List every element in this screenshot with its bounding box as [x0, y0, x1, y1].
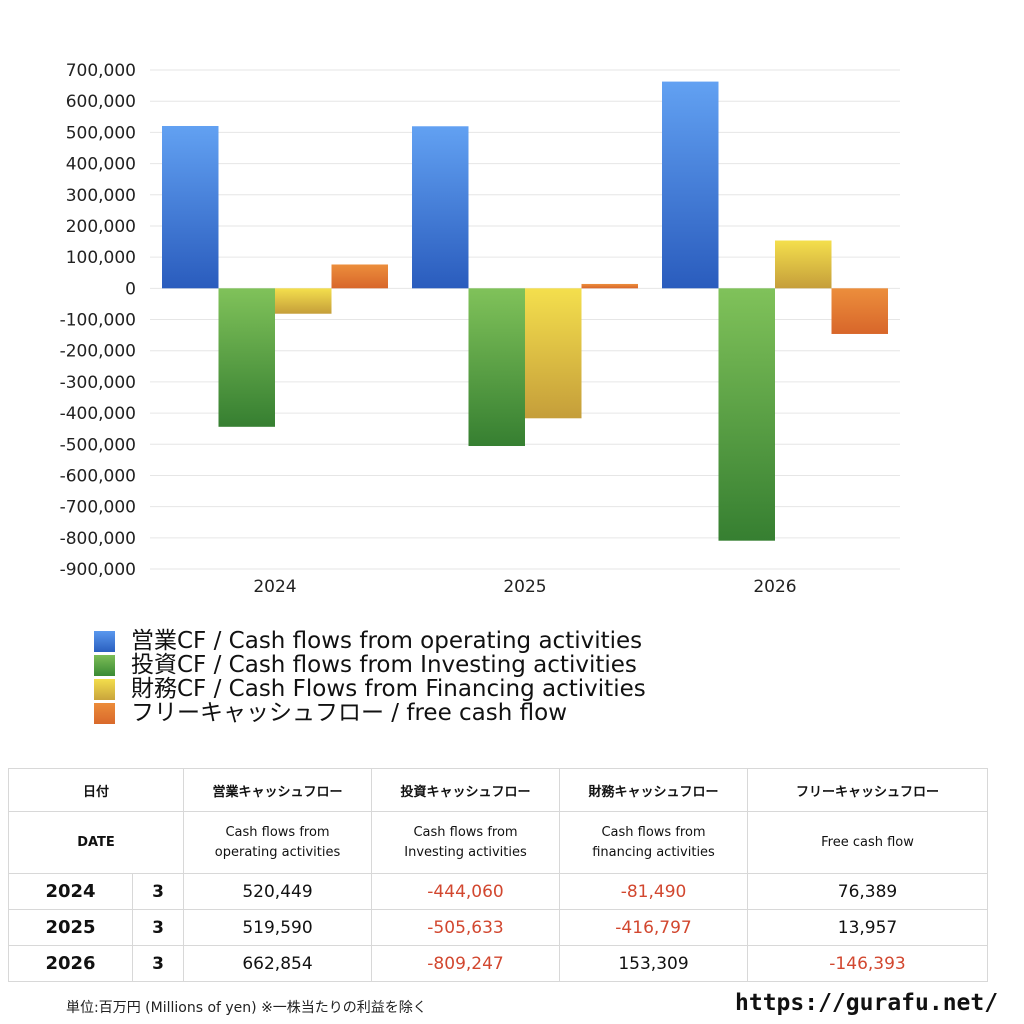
- legend-item-free: フリーキャッシュフロー / free cash flow: [94, 701, 646, 725]
- bar-investing-2026: [718, 288, 775, 541]
- y-tick-label: -500,000: [60, 435, 136, 455]
- legend-label-financing: 財務CF / Cash Flows from Financing activit…: [131, 676, 646, 702]
- row-free: -146,393: [747, 945, 989, 982]
- y-tick-label: 700,000: [66, 61, 136, 81]
- y-tick-label: -900,000: [60, 560, 136, 580]
- row-investing: -809,247: [371, 945, 561, 982]
- table-header-en: DATE Cash flows from operating activitie…: [7, 811, 989, 874]
- header-financing-en: Cash flows from financing activities: [559, 811, 749, 874]
- header-investing-en-line2: Investing activities: [404, 844, 527, 860]
- y-tick-label: -100,000: [60, 311, 136, 331]
- y-tick-label: 400,000: [66, 155, 136, 175]
- table-row: 2025 3 519,590 -505,633 -416,797 13,957: [8, 909, 989, 946]
- legend-swatch-free: [94, 702, 115, 724]
- header-operating-en-line1: Cash flows from: [225, 824, 330, 840]
- y-tick-label: 200,000: [66, 217, 136, 237]
- table-row: 2026 3 662,854 -809,247 153,309 -146,393: [8, 945, 989, 982]
- y-tick-label: 100,000: [66, 248, 136, 268]
- y-tick-label: 0: [125, 279, 136, 299]
- row-operating: 519,590: [183, 909, 373, 946]
- header-investing-jp: 投資キャッシュフロー: [371, 768, 561, 812]
- legend-swatch-financing: [94, 678, 115, 700]
- legend-swatch-investing: [94, 654, 115, 676]
- y-tick-label: 500,000: [66, 123, 136, 143]
- legend-item-investing: 投資CF / Cash flows from Investing activit…: [94, 653, 646, 677]
- legend-label-free: フリーキャッシュフロー / free cash flow: [131, 700, 568, 726]
- row-financing: -81,490: [559, 873, 749, 910]
- legend-swatch-operating: [94, 630, 115, 652]
- header-operating-en-line2: operating activities: [214, 844, 341, 860]
- bar-free-2024: [331, 264, 388, 289]
- row-free: 76,389: [747, 873, 989, 910]
- row-free: 13,957: [747, 909, 989, 946]
- x-category-label: 2026: [753, 577, 796, 597]
- row-investing: -505,633: [371, 909, 561, 946]
- site-link[interactable]: https://gurafu.net/: [735, 990, 999, 1016]
- cash-flow-chart: 700,000 600,000 500,000 400,000 300,000 200,0…: [60, 61, 900, 597]
- y-tick-label: -400,000: [60, 404, 136, 424]
- header-free-jp: フリーキャッシュフロー: [747, 768, 989, 812]
- legend-label-investing: 投資CF / Cash flows from Investing activit…: [131, 652, 637, 678]
- header-financing-en-line1: Cash flows from: [601, 824, 706, 840]
- row-investing: -444,060: [371, 873, 561, 910]
- row-operating: 662,854: [183, 945, 373, 982]
- y-tick-label: -200,000: [60, 342, 136, 362]
- y-tick-label: -600,000: [60, 466, 136, 486]
- header-investing-en-line1: Cash flows from: [413, 824, 518, 840]
- y-tick-label: 600,000: [66, 92, 136, 112]
- row-financing: -416,797: [559, 909, 749, 946]
- row-month: 3: [131, 873, 185, 910]
- bar-free-2026: [831, 288, 888, 334]
- row-year: 2025: [8, 909, 133, 946]
- header-free-en: Free cash flow: [747, 811, 989, 874]
- table-header-jp: 日付 営業キャッシュフロー 投資キャッシュフロー 財務キャッシュフロー フリーキ…: [7, 768, 989, 812]
- legend-item-operating: 営業CF / Cash flows from operating activit…: [94, 629, 646, 653]
- header-date-en: DATE: [7, 811, 185, 874]
- header-financing-jp: 財務キャッシュフロー: [559, 768, 749, 812]
- header-operating-jp: 営業キャッシュフロー: [183, 768, 373, 812]
- row-year: 2026: [8, 945, 133, 982]
- row-month: 3: [131, 909, 185, 946]
- y-tick-label: -800,000: [60, 529, 136, 549]
- x-category-label: 2025: [503, 577, 546, 597]
- bar-free-2025: [581, 283, 638, 289]
- bar-operating-2024: [162, 125, 219, 289]
- table-row: 2024 3 520,449 -444,060 -81,490 76,389: [8, 873, 989, 910]
- bar-operating-2025: [412, 126, 469, 289]
- row-year: 2024: [8, 873, 133, 910]
- y-tick-label: 300,000: [66, 186, 136, 206]
- unit-footnote: 単位:百万円 (Millions of yen) ※一株当たりの利益を除く: [66, 1000, 427, 1016]
- cash-flow-table: 日付 営業キャッシュフロー 投資キャッシュフロー 財務キャッシュフロー フリーキ…: [7, 768, 989, 982]
- bar-investing-2025: [468, 288, 525, 447]
- bar-financing-2025: [525, 288, 582, 419]
- y-tick-label: -300,000: [60, 373, 136, 393]
- y-tick-label: -700,000: [60, 498, 136, 518]
- x-category-label: 2024: [253, 577, 296, 597]
- bar-financing-2026: [775, 240, 832, 289]
- legend-item-financing: 財務CF / Cash Flows from Financing activit…: [94, 677, 646, 701]
- header-date-jp: 日付: [7, 768, 185, 812]
- row-operating: 520,449: [183, 873, 373, 910]
- header-investing-en: Cash flows from Investing activities: [371, 811, 561, 874]
- header-financing-en-line2: financing activities: [592, 844, 715, 860]
- bar-financing-2024: [275, 288, 332, 314]
- row-month: 3: [131, 945, 185, 982]
- legend-label-operating: 営業CF / Cash flows from operating activit…: [131, 628, 643, 654]
- chart-legend: 営業CF / Cash flows from operating activit…: [94, 629, 646, 725]
- row-financing: 153,309: [559, 945, 749, 982]
- header-operating-en: Cash flows from operating activities: [183, 811, 373, 874]
- bar-investing-2024: [218, 288, 275, 427]
- bar-operating-2026: [662, 81, 719, 289]
